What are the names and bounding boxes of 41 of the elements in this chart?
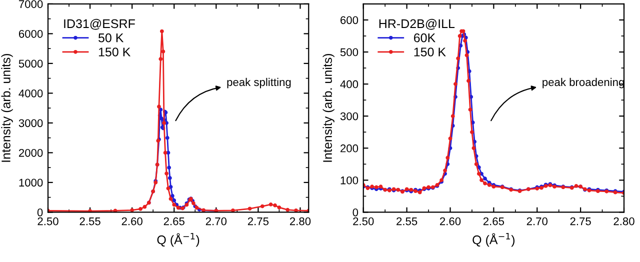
x-tick-label: 2.75 [570, 217, 591, 226]
y-axis-title: Intensity (arb. units) [1, 54, 13, 162]
y-tick-label: 600 [340, 16, 358, 24]
x-tick-label: 2.60 [122, 217, 142, 226]
y-tick-label: 2000 [18, 148, 43, 157]
legend-title: HR-D2B@ILL [379, 18, 455, 30]
x-tick-label: 2.65 [164, 217, 184, 226]
x-axis-title: Q (Å$^{−1}$) [472, 232, 514, 247]
y-tick-label: 0 [352, 208, 358, 216]
y-tick-label: 4000 [18, 89, 43, 98]
x-tick-label: 2.50 [353, 217, 374, 226]
y-tick-label: 7000 [18, 0, 43, 8]
x-tick-label: 2.55 [80, 217, 100, 226]
x-tick-label: 2.55 [396, 217, 418, 226]
y-tick-label: 300 [340, 112, 358, 120]
x-tick-label: 2.70 [526, 217, 548, 226]
x-tick-label: 2.50 [38, 217, 58, 226]
y-axis-title: Intensity (arb. units) [322, 54, 334, 162]
legend-label: 150 K [98, 48, 131, 56]
x-tick-label: 2.80 [290, 217, 311, 226]
y-tick-label: 100 [340, 176, 358, 184]
x-tick-label: 2.65 [483, 217, 504, 226]
x-tick-label: 2.80 [614, 217, 634, 226]
legend-label: 50 K [98, 33, 124, 42]
annotation: peak splitting [227, 78, 291, 88]
legend-label: 150 K [414, 48, 446, 56]
y-tick-label: 200 [340, 144, 358, 152]
y-tick-label: 6000 [18, 30, 43, 38]
y-tick-label: 5000 [18, 60, 43, 68]
annotation: peak broadening [542, 78, 624, 88]
x-tick-label: 2.60 [440, 217, 461, 226]
x-tick-label: 2.75 [248, 217, 269, 226]
y-tick-label: 0 [37, 208, 43, 216]
y-tick-label: 400 [340, 80, 358, 88]
legend-label: 60K [414, 33, 436, 42]
x-axis-title: Q (Å$^{−1}$) [157, 232, 200, 247]
y-tick-label: 3000 [18, 119, 43, 128]
y-tick-label: 1000 [19, 178, 43, 187]
x-tick-label: 2.70 [206, 217, 227, 226]
legend-title: ID31@ESRF [64, 18, 135, 30]
y-tick-label: 500 [340, 48, 358, 56]
